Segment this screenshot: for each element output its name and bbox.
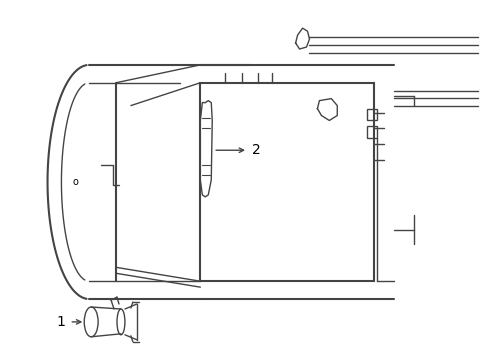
Text: 2: 2 bbox=[251, 143, 260, 157]
Bar bbox=[366, 126, 376, 138]
Text: 1: 1 bbox=[57, 315, 65, 329]
Bar bbox=[366, 109, 376, 121]
Bar bbox=[200, 83, 373, 281]
Text: o: o bbox=[72, 177, 78, 187]
